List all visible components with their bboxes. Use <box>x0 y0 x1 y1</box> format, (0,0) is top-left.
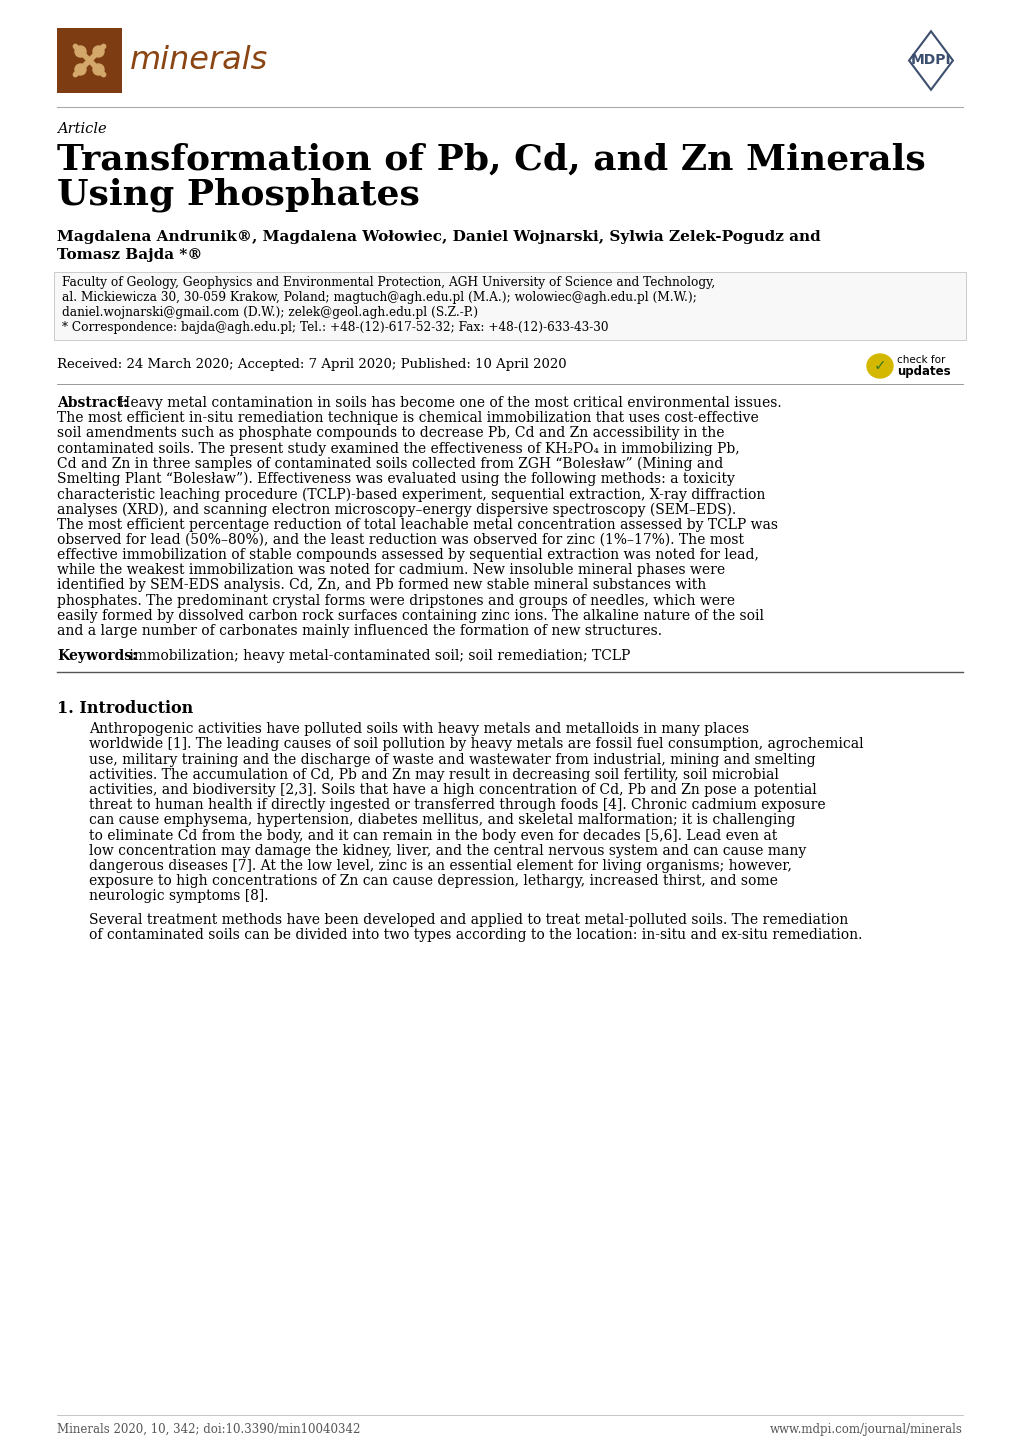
Text: 1. Introduction: 1. Introduction <box>57 701 193 717</box>
Text: dangerous diseases [7]. At the low level, zinc is an essential element for livin: dangerous diseases [7]. At the low level… <box>89 859 791 872</box>
Text: threat to human health if directly ingested or transferred through foods [4]. Ch: threat to human health if directly inges… <box>89 799 824 812</box>
Text: Cd and Zn in three samples of contaminated soils collected from ZGH “Bolesław” (: Cd and Zn in three samples of contaminat… <box>57 457 722 472</box>
Text: to eliminate Cd from the body, and it can remain in the body even for decades [5: to eliminate Cd from the body, and it ca… <box>89 829 776 842</box>
Text: can cause emphysema, hypertension, diabetes mellitus, and skeletal malformation;: can cause emphysema, hypertension, diabe… <box>89 813 795 828</box>
Text: www.mdpi.com/journal/minerals: www.mdpi.com/journal/minerals <box>769 1423 962 1436</box>
Text: effective immobilization of stable compounds assessed by sequential extraction w: effective immobilization of stable compo… <box>57 548 758 562</box>
Text: The most efficient percentage reduction of total leachable metal concentration a: The most efficient percentage reduction … <box>57 518 777 532</box>
Text: contaminated soils. The present study examined the effectiveness of KH₂PO₄ in im: contaminated soils. The present study ex… <box>57 441 739 456</box>
Text: check for: check for <box>896 355 945 365</box>
Text: soil amendments such as phosphate compounds to decrease Pb, Cd and Zn accessibil: soil amendments such as phosphate compou… <box>57 427 723 440</box>
FancyBboxPatch shape <box>57 27 122 92</box>
Ellipse shape <box>866 353 892 378</box>
Text: Anthropogenic activities have polluted soils with heavy metals and metalloids in: Anthropogenic activities have polluted s… <box>89 722 748 737</box>
Text: activities. The accumulation of Cd, Pb and Zn may result in decreasing soil fert: activities. The accumulation of Cd, Pb a… <box>89 767 779 782</box>
Text: of contaminated soils can be divided into two types according to the location: i: of contaminated soils can be divided int… <box>89 927 861 942</box>
Text: worldwide [1]. The leading causes of soil pollution by heavy metals are fossil f: worldwide [1]. The leading causes of soi… <box>89 737 863 751</box>
Text: Smelting Plant “Bolesław”). Effectiveness was evaluated using the following meth: Smelting Plant “Bolesław”). Effectivenes… <box>57 472 734 486</box>
Text: analyses (XRD), and scanning electron microscopy–energy dispersive spectroscopy : analyses (XRD), and scanning electron mi… <box>57 502 736 516</box>
Text: use, military training and the discharge of waste and wastewater from industrial: use, military training and the discharge… <box>89 753 815 767</box>
Text: The most efficient in-situ remediation technique is chemical immobilization that: The most efficient in-situ remediation t… <box>57 411 758 425</box>
Text: low concentration may damage the kidney, liver, and the central nervous system a: low concentration may damage the kidney,… <box>89 844 805 858</box>
Text: Transformation of Pb, Cd, and Zn Minerals: Transformation of Pb, Cd, and Zn Mineral… <box>57 143 925 177</box>
Text: ✓: ✓ <box>872 359 886 373</box>
Text: Several treatment methods have been developed and applied to treat metal-pollute: Several treatment methods have been deve… <box>89 913 848 927</box>
Text: activities, and biodiversity [2,3]. Soils that have a high concentration of Cd, : activities, and biodiversity [2,3]. Soil… <box>89 783 816 797</box>
Text: * Correspondence: bajda@agh.edu.pl; Tel.: +48-(12)-617-52-32; Fax: +48-(12)-633-: * Correspondence: bajda@agh.edu.pl; Tel.… <box>62 322 608 335</box>
Circle shape <box>75 46 86 58</box>
Text: easily formed by dissolved carbon rock surfaces containing zinc ions. The alkali: easily formed by dissolved carbon rock s… <box>57 609 763 623</box>
Circle shape <box>75 63 86 75</box>
Text: al. Mickiewicza 30, 30-059 Krakow, Poland; magtuch@agh.edu.pl (M.A.); wolowiec@a: al. Mickiewicza 30, 30-059 Krakow, Polan… <box>62 291 696 304</box>
Text: Heavy metal contamination in soils has become one of the most critical environme: Heavy metal contamination in soils has b… <box>114 397 781 410</box>
Text: Magdalena Andrunik®, Magdalena Wołowiec, Daniel Wojnarski, Sylwia Zelek-Pogudz a: Magdalena Andrunik®, Magdalena Wołowiec,… <box>57 231 820 244</box>
Text: Received: 24 March 2020; Accepted: 7 April 2020; Published: 10 April 2020: Received: 24 March 2020; Accepted: 7 Apr… <box>57 358 567 371</box>
Text: Abstract:: Abstract: <box>57 397 128 410</box>
Text: observed for lead (50%–80%), and the least reduction was observed for zinc (1%–1: observed for lead (50%–80%), and the lea… <box>57 532 743 547</box>
Text: immobilization; heavy metal-contaminated soil; soil remediation; TCLP: immobilization; heavy metal-contaminated… <box>125 649 630 663</box>
Text: and a large number of carbonates mainly influenced the formation of new structur: and a large number of carbonates mainly … <box>57 624 661 637</box>
Text: characteristic leaching procedure (TCLP)-based experiment, sequential extraction: characteristic leaching procedure (TCLP)… <box>57 487 764 502</box>
Text: Using Phosphates: Using Phosphates <box>57 177 420 212</box>
Text: Tomasz Bajda *®: Tomasz Bajda *® <box>57 248 203 262</box>
Circle shape <box>93 46 104 58</box>
Circle shape <box>93 63 104 75</box>
Text: daniel.wojnarski@gmail.com (D.W.); zelek@geol.agh.edu.pl (S.Z.-P.): daniel.wojnarski@gmail.com (D.W.); zelek… <box>62 306 478 319</box>
Text: while the weakest immobilization was noted for cadmium. New insoluble mineral ph: while the weakest immobilization was not… <box>57 564 725 577</box>
Text: minerals: minerals <box>129 45 268 76</box>
FancyBboxPatch shape <box>54 273 965 340</box>
Text: phosphates. The predominant crystal forms were dripstones and groups of needles,: phosphates. The predominant crystal form… <box>57 594 735 607</box>
Text: Keywords:: Keywords: <box>57 649 138 663</box>
Text: exposure to high concentrations of Zn can cause depression, lethargy, increased : exposure to high concentrations of Zn ca… <box>89 874 777 888</box>
Text: Article: Article <box>57 123 107 136</box>
Text: Minerals 2020, 10, 342; doi:10.3390/min10040342: Minerals 2020, 10, 342; doi:10.3390/min1… <box>57 1423 360 1436</box>
Text: Faculty of Geology, Geophysics and Environmental Protection, AGH University of S: Faculty of Geology, Geophysics and Envir… <box>62 275 714 288</box>
Text: MDPI: MDPI <box>910 53 951 68</box>
Text: identified by SEM-EDS analysis. Cd, Zn, and Pb formed new stable mineral substan: identified by SEM-EDS analysis. Cd, Zn, … <box>57 578 705 593</box>
Text: neurologic symptoms [8].: neurologic symptoms [8]. <box>89 890 268 903</box>
Text: updates: updates <box>896 365 950 378</box>
